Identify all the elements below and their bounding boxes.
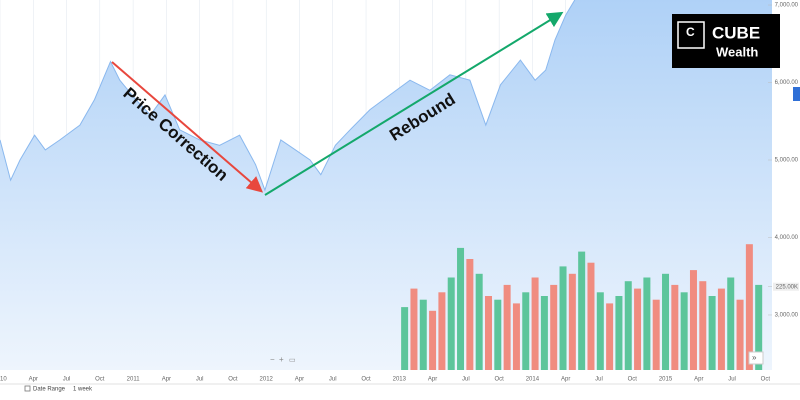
volume-bar: [457, 247, 465, 370]
line: [0, 0, 576, 192]
x-tick-label: Apr: [29, 377, 38, 383]
x-tick-label: Apr: [694, 377, 703, 383]
volume-bar: [643, 277, 651, 370]
date-range-button[interactable]: Date Range: [33, 387, 66, 393]
volume-bar: [540, 296, 548, 370]
volume-bar: [512, 303, 520, 370]
x-tick-label: Oct: [228, 377, 238, 383]
volume-bar: [401, 307, 409, 370]
y2-tick-box: [773, 282, 799, 291]
scroll-button-text[interactable]: »: [752, 353, 757, 362]
volume-bar: [568, 273, 576, 370]
volume-bar: [596, 292, 604, 370]
period-select[interactable]: 1 week: [73, 387, 93, 393]
rebound-arrow: [264, 11, 564, 196]
volume-bar: [745, 244, 753, 370]
volume-bar: [447, 277, 455, 370]
y-tick-label: 5,000.00: [775, 158, 799, 164]
x-tick-label: Oct: [361, 377, 371, 383]
calendar-icon: [24, 385, 31, 392]
volume-bar: [438, 292, 446, 370]
y-tick-label: 7,000.00: [775, 3, 799, 9]
volume-bar: [699, 281, 707, 370]
y2-tick-label: 225.00K: [776, 284, 798, 290]
logo-icon: [677, 21, 705, 49]
y-tick-label: 3,000.00: [775, 313, 799, 319]
volume-bar: [466, 259, 474, 370]
volume-bar: [662, 273, 670, 370]
zoom-in[interactable]: +: [279, 355, 284, 364]
x-tick-label: Jul: [329, 377, 337, 383]
volume-bar: [689, 270, 697, 370]
volume-bar: [606, 303, 614, 370]
volume-bar: [615, 296, 623, 370]
volume-bar: [624, 281, 632, 370]
logo-box: [672, 14, 780, 68]
x-tick-label: Apr: [561, 377, 570, 383]
x-tick-label: 2013: [393, 377, 407, 383]
volume-bar: [727, 277, 735, 370]
volume-bar: [634, 288, 642, 370]
volume-bar: [717, 288, 725, 370]
volume-bar: [484, 296, 492, 370]
volume-bar: [419, 299, 427, 370]
x-tick-label: 2012: [260, 377, 274, 383]
volume-bar: [559, 266, 567, 370]
x-tick-label: Apr: [295, 377, 304, 383]
x-tick-label: 2010: [0, 377, 7, 383]
logo-text: CUBE: [712, 23, 760, 42]
y-tick-label: 6,000.00: [775, 80, 799, 86]
volume-bar: [494, 299, 502, 370]
volume-bar: [550, 284, 558, 370]
x-tick-label: Oct: [761, 377, 771, 383]
correction-arrow: [111, 61, 264, 193]
x-tick-label: Apr: [162, 377, 171, 383]
axes: 2010 Apr Jul Oct 2011 Apr Jul Oct 2012 Apr Jul Oct 2…: [0, 3, 799, 383]
volume-bar: [429, 310, 437, 370]
axis-handle[interactable]: [793, 87, 800, 101]
x-tick-label: Apr: [428, 377, 437, 383]
logo-text: Wealth: [716, 44, 758, 59]
x-tick-label: Jul: [63, 377, 71, 383]
x-tick-label: Oct: [628, 377, 638, 383]
volume-bar: [587, 262, 595, 370]
x-tick-label: Oct: [95, 377, 105, 383]
x-tick-label: 2011: [127, 377, 141, 383]
x-tick-label: 2014: [526, 377, 540, 383]
volume-bar: [503, 284, 511, 370]
zoom-out[interactable]: −: [270, 355, 275, 364]
volume-bar: [755, 284, 763, 370]
scroll-button[interactable]: [748, 351, 764, 365]
x-tick-label: Jul: [728, 377, 736, 383]
x-tick-label: Jul: [196, 377, 204, 383]
volume-bar: [736, 299, 744, 370]
volume-bar: [522, 292, 530, 370]
volume-bar: [652, 299, 660, 370]
x-tick-label: Jul: [595, 377, 603, 383]
volume-bar: [410, 288, 418, 370]
volume-bar: [531, 277, 539, 370]
x-tick-label: Oct: [494, 377, 504, 383]
volume-bar: [578, 251, 586, 370]
volume-bar: [680, 292, 688, 370]
volume-bar: [475, 273, 483, 370]
zoom-reset[interactable]: ▭: [289, 357, 296, 364]
volume-bar: [708, 296, 716, 370]
y-tick-label: 4,000.00: [775, 235, 799, 241]
plot-area: [0, 0, 772, 370]
x-tick-label: Jul: [462, 377, 470, 383]
logo-icon-text: C: [686, 25, 695, 39]
volume-bar: [671, 284, 679, 370]
x-tick-label: 2015: [659, 377, 673, 383]
